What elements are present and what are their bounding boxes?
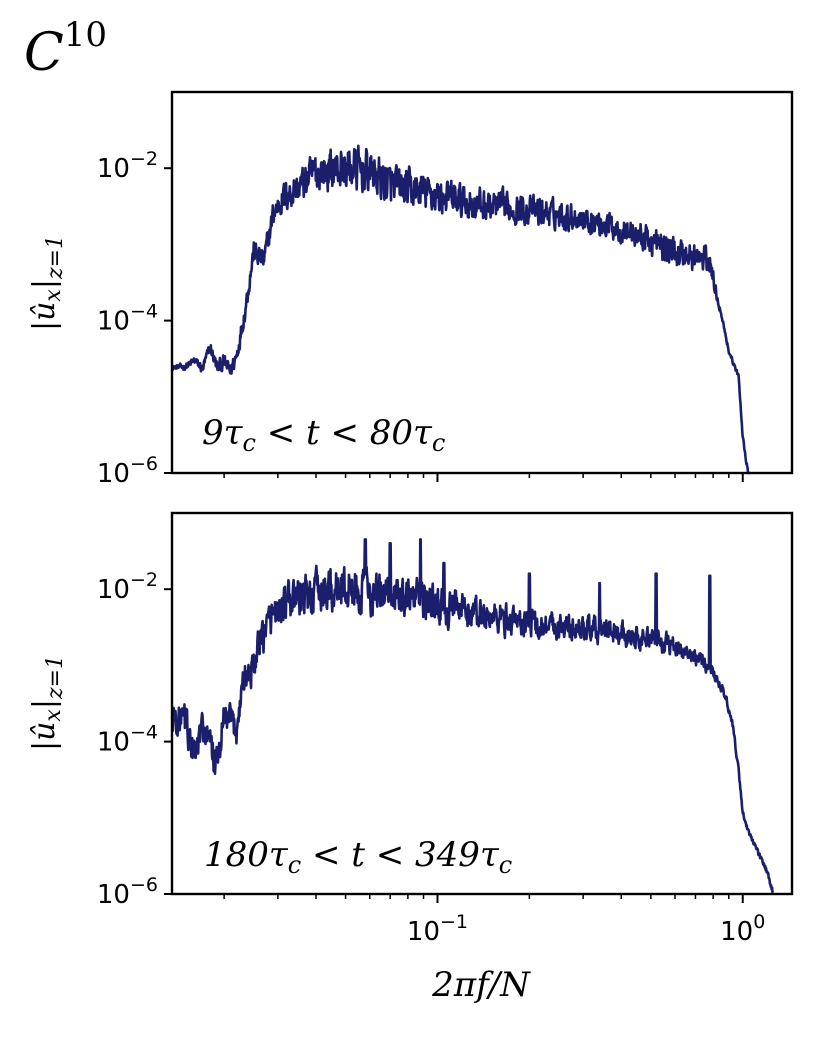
y-tick-label: 10−2 bbox=[97, 148, 158, 184]
x-tick-label: 10−1 bbox=[407, 911, 468, 947]
x-tick-label: 100 bbox=[720, 911, 765, 947]
bottom-panel-series-line bbox=[170, 538, 775, 894]
figure-label-sup: 10 bbox=[64, 15, 107, 55]
y-tick-label: 10−4 bbox=[97, 301, 158, 337]
bottom-panel: 10−1 100 10−6 10−4 10−2 |ûx|z=1 180τc < t <… bbox=[27, 511, 794, 1005]
y-tick-label: 10−6 bbox=[97, 453, 158, 489]
top-panel-series-line bbox=[170, 144, 752, 475]
bottom-panel-frame bbox=[170, 511, 794, 896]
top-panel: 10−6 10−4 10−2 |ûx|z=1 9τc < t < 80τc bbox=[27, 90, 794, 489]
top-panel-x-ticks bbox=[223, 473, 744, 482]
figure-label-base: C bbox=[24, 23, 64, 83]
y-tick-label: 10−6 bbox=[97, 874, 158, 910]
top-panel-frame bbox=[170, 90, 794, 475]
x-axis-label: 2πf/N bbox=[431, 965, 531, 1005]
top-panel-y-ticks: 10−6 10−4 10−2 bbox=[97, 148, 172, 489]
top-panel-annotation: 9τc < t < 80τc bbox=[202, 413, 445, 457]
bottom-panel-y-ticks: 10−6 10−4 10−2 bbox=[97, 569, 172, 910]
y-tick-label: 10−2 bbox=[97, 569, 158, 605]
figure-label: C10 bbox=[24, 15, 107, 83]
top-panel-ylabel: |ûx|z=1 bbox=[27, 235, 68, 331]
y-tick-label: 10−4 bbox=[97, 722, 158, 758]
bottom-panel-annotation: 180τc < t < 349τc bbox=[204, 835, 512, 879]
bottom-panel-x-ticks: 10−1 100 bbox=[223, 894, 765, 947]
bottom-panel-ylabel: |ûx|z=1 bbox=[27, 655, 68, 751]
